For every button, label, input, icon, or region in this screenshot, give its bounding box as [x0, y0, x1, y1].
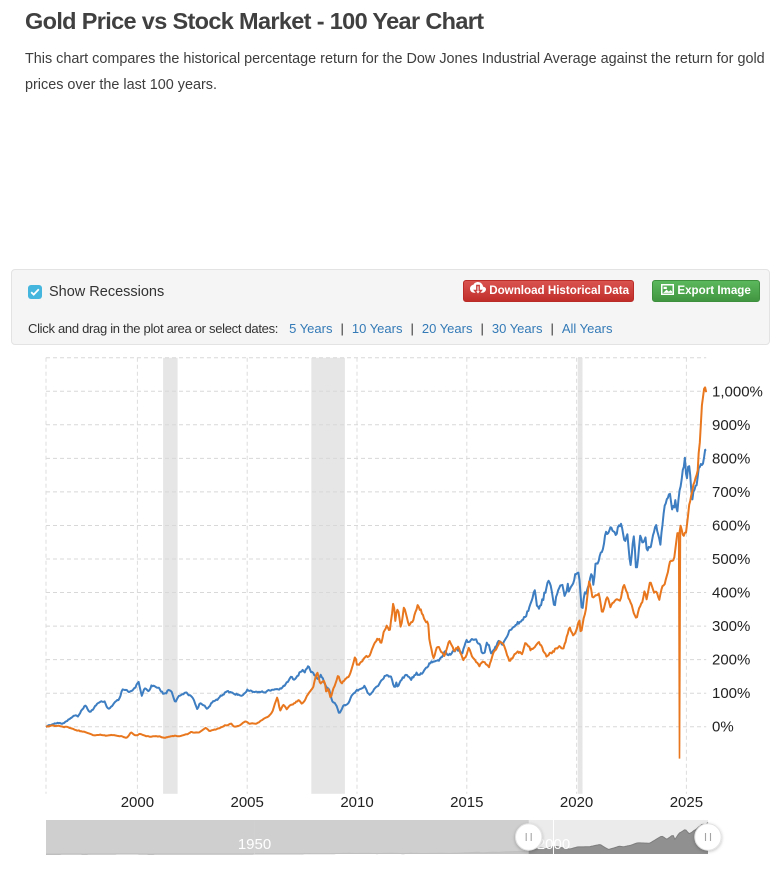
- svg-text:300%: 300%: [712, 618, 750, 635]
- svg-text:700%: 700%: [712, 484, 750, 501]
- svg-text:1,000%: 1,000%: [712, 383, 763, 400]
- svg-text:2025: 2025: [670, 794, 703, 811]
- svg-text:2010: 2010: [340, 794, 373, 811]
- svg-text:2000: 2000: [537, 836, 570, 853]
- svg-text:800%: 800%: [712, 450, 750, 467]
- svg-text:400%: 400%: [712, 585, 750, 602]
- svg-text:1950: 1950: [238, 836, 271, 853]
- svg-text:2020: 2020: [560, 794, 593, 811]
- svg-text:2005: 2005: [231, 794, 264, 811]
- svg-text:2000: 2000: [121, 794, 154, 811]
- svg-text:100%: 100%: [712, 685, 750, 702]
- svg-text:600%: 600%: [712, 518, 750, 535]
- svg-text:2015: 2015: [450, 794, 483, 811]
- svg-text:500%: 500%: [712, 551, 750, 568]
- svg-text:900%: 900%: [712, 417, 750, 434]
- svg-text:200%: 200%: [712, 652, 750, 669]
- svg-text:0%: 0%: [712, 719, 734, 736]
